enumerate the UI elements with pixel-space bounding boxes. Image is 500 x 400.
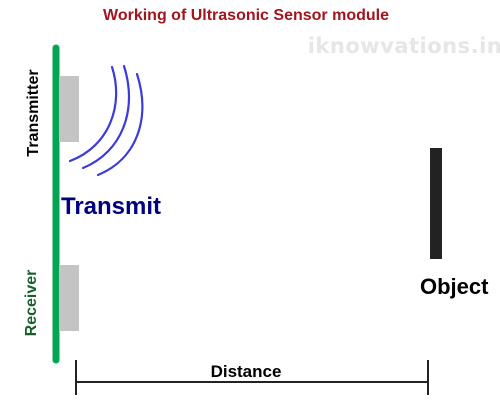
receiver-label: Receiver	[23, 270, 40, 337]
transmitter-label: Transmitter	[25, 69, 42, 156]
object-block	[430, 148, 442, 259]
diagram-title: Working of Ultrasonic Sensor module	[103, 7, 389, 24]
transmitter-transducer	[59, 76, 79, 142]
wave-arc-1	[68, 65, 118, 163]
watermark: iknowvations.in	[308, 34, 500, 58]
receiver-transducer	[59, 265, 79, 331]
object-label: Object	[420, 274, 489, 299]
wave-arc-3	[96, 72, 144, 177]
sound-wave-arcs-icon	[68, 64, 144, 177]
distance-label: Distance	[211, 362, 282, 381]
distance-dimension	[75, 360, 429, 395]
wave-arc-2	[81, 64, 131, 170]
transmit-label: Transmit	[61, 193, 161, 220]
